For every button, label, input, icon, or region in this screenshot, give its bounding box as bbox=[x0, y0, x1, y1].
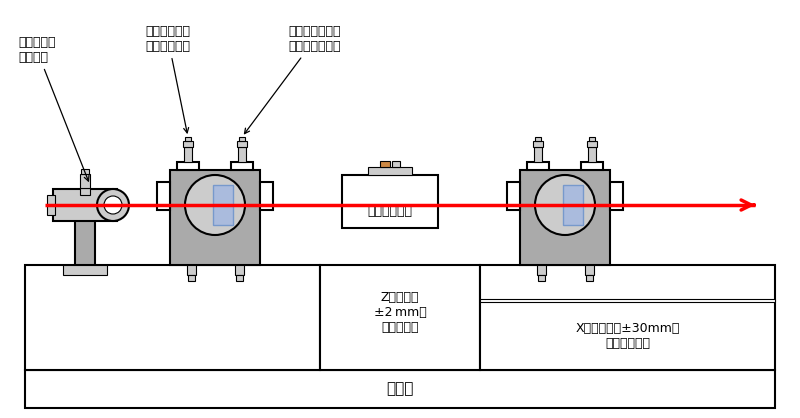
Bar bbox=[235, 265, 244, 275]
Bar bbox=[533, 141, 543, 147]
Bar bbox=[581, 162, 603, 170]
Bar bbox=[53, 189, 117, 221]
Text: プリズム上下首
振り調整用ネジ: プリズム上下首 振り調整用ネジ bbox=[245, 25, 342, 134]
Bar bbox=[535, 137, 541, 141]
Bar bbox=[75, 195, 95, 265]
Bar bbox=[585, 265, 594, 275]
Circle shape bbox=[104, 196, 122, 214]
Bar bbox=[480, 265, 775, 370]
Bar bbox=[236, 275, 243, 281]
Bar bbox=[320, 265, 480, 370]
Bar bbox=[80, 174, 90, 188]
Circle shape bbox=[185, 175, 245, 235]
Bar bbox=[520, 170, 610, 265]
Bar bbox=[537, 265, 546, 275]
Bar bbox=[80, 188, 90, 195]
Bar bbox=[81, 169, 89, 174]
Text: X軸　（左右±30mm）
移動ステージ: X軸 （左右±30mm） 移動ステージ bbox=[575, 322, 680, 350]
Circle shape bbox=[535, 175, 595, 235]
Bar bbox=[157, 182, 170, 210]
Text: 振動子ホルダ: 振動子ホルダ bbox=[367, 205, 413, 218]
Bar bbox=[183, 141, 193, 147]
Bar bbox=[563, 185, 583, 225]
Bar bbox=[586, 275, 593, 281]
Bar bbox=[589, 137, 595, 141]
Bar bbox=[63, 265, 107, 275]
Bar bbox=[47, 195, 55, 215]
Bar bbox=[185, 137, 191, 141]
Bar bbox=[527, 162, 549, 170]
Bar bbox=[238, 147, 246, 162]
Bar bbox=[231, 162, 253, 170]
Bar bbox=[480, 299, 775, 302]
Bar bbox=[342, 175, 438, 228]
Text: プリズム回転
微調整用ネジ: プリズム回転 微調整用ネジ bbox=[146, 25, 190, 133]
Bar bbox=[507, 182, 520, 210]
Bar bbox=[170, 170, 260, 265]
Bar bbox=[25, 370, 775, 408]
Bar bbox=[237, 141, 247, 147]
Bar bbox=[380, 161, 390, 167]
Bar bbox=[188, 275, 195, 281]
Text: レンズ上下
微調機構: レンズ上下 微調機構 bbox=[18, 36, 89, 181]
Bar bbox=[588, 147, 596, 162]
Bar bbox=[534, 147, 542, 162]
Bar bbox=[392, 161, 400, 167]
Bar bbox=[25, 265, 320, 370]
Bar bbox=[184, 147, 192, 162]
Bar bbox=[368, 167, 412, 175]
Bar bbox=[239, 137, 245, 141]
Bar bbox=[587, 141, 597, 147]
Text: ベース: ベース bbox=[386, 382, 414, 397]
Bar bbox=[177, 162, 199, 170]
Bar bbox=[538, 275, 545, 281]
Bar bbox=[213, 185, 233, 225]
Bar bbox=[260, 182, 273, 210]
Circle shape bbox=[97, 189, 129, 221]
Bar bbox=[610, 182, 623, 210]
Text: Z軸（上下
±2 mm）
微調整機構: Z軸（上下 ±2 mm） 微調整機構 bbox=[374, 291, 426, 334]
Bar bbox=[187, 265, 196, 275]
